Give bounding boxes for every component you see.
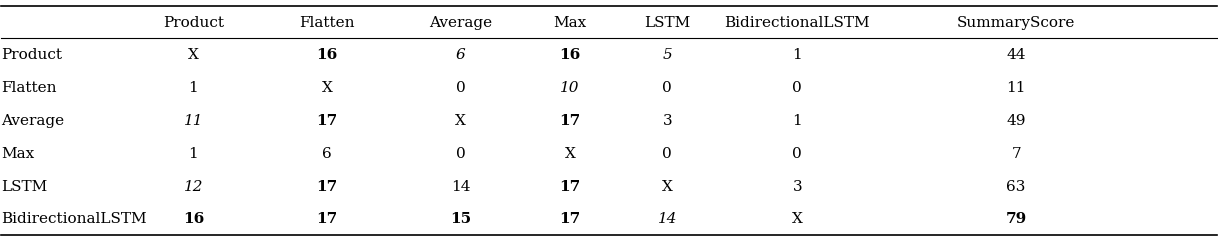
Text: 0: 0: [456, 81, 465, 95]
Text: Average: Average: [1, 114, 65, 128]
Text: Max: Max: [1, 147, 34, 161]
Text: BidirectionalLSTM: BidirectionalLSTM: [725, 16, 870, 30]
Text: 16: 16: [559, 48, 581, 62]
Text: X: X: [456, 114, 466, 128]
Text: 14: 14: [451, 180, 470, 194]
Text: 79: 79: [1006, 212, 1027, 226]
Text: 11: 11: [184, 114, 203, 128]
Text: 49: 49: [1006, 114, 1026, 128]
Text: 17: 17: [559, 212, 581, 226]
Text: X: X: [565, 147, 576, 161]
Text: 17: 17: [317, 114, 337, 128]
Text: 3: 3: [663, 114, 672, 128]
Text: LSTM: LSTM: [1, 180, 48, 194]
Text: 3: 3: [793, 180, 803, 194]
Text: X: X: [661, 180, 672, 194]
Text: 14: 14: [658, 212, 677, 226]
Text: 1: 1: [189, 81, 199, 95]
Text: X: X: [792, 212, 803, 226]
Text: 1: 1: [793, 48, 803, 62]
Text: 11: 11: [1006, 81, 1026, 95]
Text: 6: 6: [456, 48, 465, 62]
Text: 17: 17: [559, 180, 581, 194]
Text: 1: 1: [189, 147, 199, 161]
Text: 1: 1: [793, 114, 803, 128]
Text: 17: 17: [559, 114, 581, 128]
Text: Average: Average: [429, 16, 492, 30]
Text: X: X: [188, 48, 199, 62]
Text: Flatten: Flatten: [300, 16, 354, 30]
Text: BidirectionalLSTM: BidirectionalLSTM: [1, 212, 147, 226]
Text: 16: 16: [317, 48, 337, 62]
Text: 17: 17: [317, 212, 337, 226]
Text: Product: Product: [163, 16, 224, 30]
Text: 0: 0: [663, 81, 672, 95]
Text: Max: Max: [553, 16, 587, 30]
Text: 16: 16: [183, 212, 205, 226]
Text: 10: 10: [560, 81, 580, 95]
Text: 63: 63: [1006, 180, 1026, 194]
Text: Product: Product: [1, 48, 62, 62]
Text: 0: 0: [793, 147, 803, 161]
Text: 15: 15: [451, 212, 471, 226]
Text: SummaryScore: SummaryScore: [957, 16, 1075, 30]
Text: 0: 0: [793, 81, 803, 95]
Text: X: X: [322, 81, 333, 95]
Text: 0: 0: [663, 147, 672, 161]
Text: 17: 17: [317, 180, 337, 194]
Text: 44: 44: [1006, 48, 1026, 62]
Text: LSTM: LSTM: [644, 16, 691, 30]
Text: 6: 6: [323, 147, 333, 161]
Text: 5: 5: [663, 48, 672, 62]
Text: 7: 7: [1011, 147, 1021, 161]
Text: 0: 0: [456, 147, 465, 161]
Text: 12: 12: [184, 180, 203, 194]
Text: Flatten: Flatten: [1, 81, 57, 95]
